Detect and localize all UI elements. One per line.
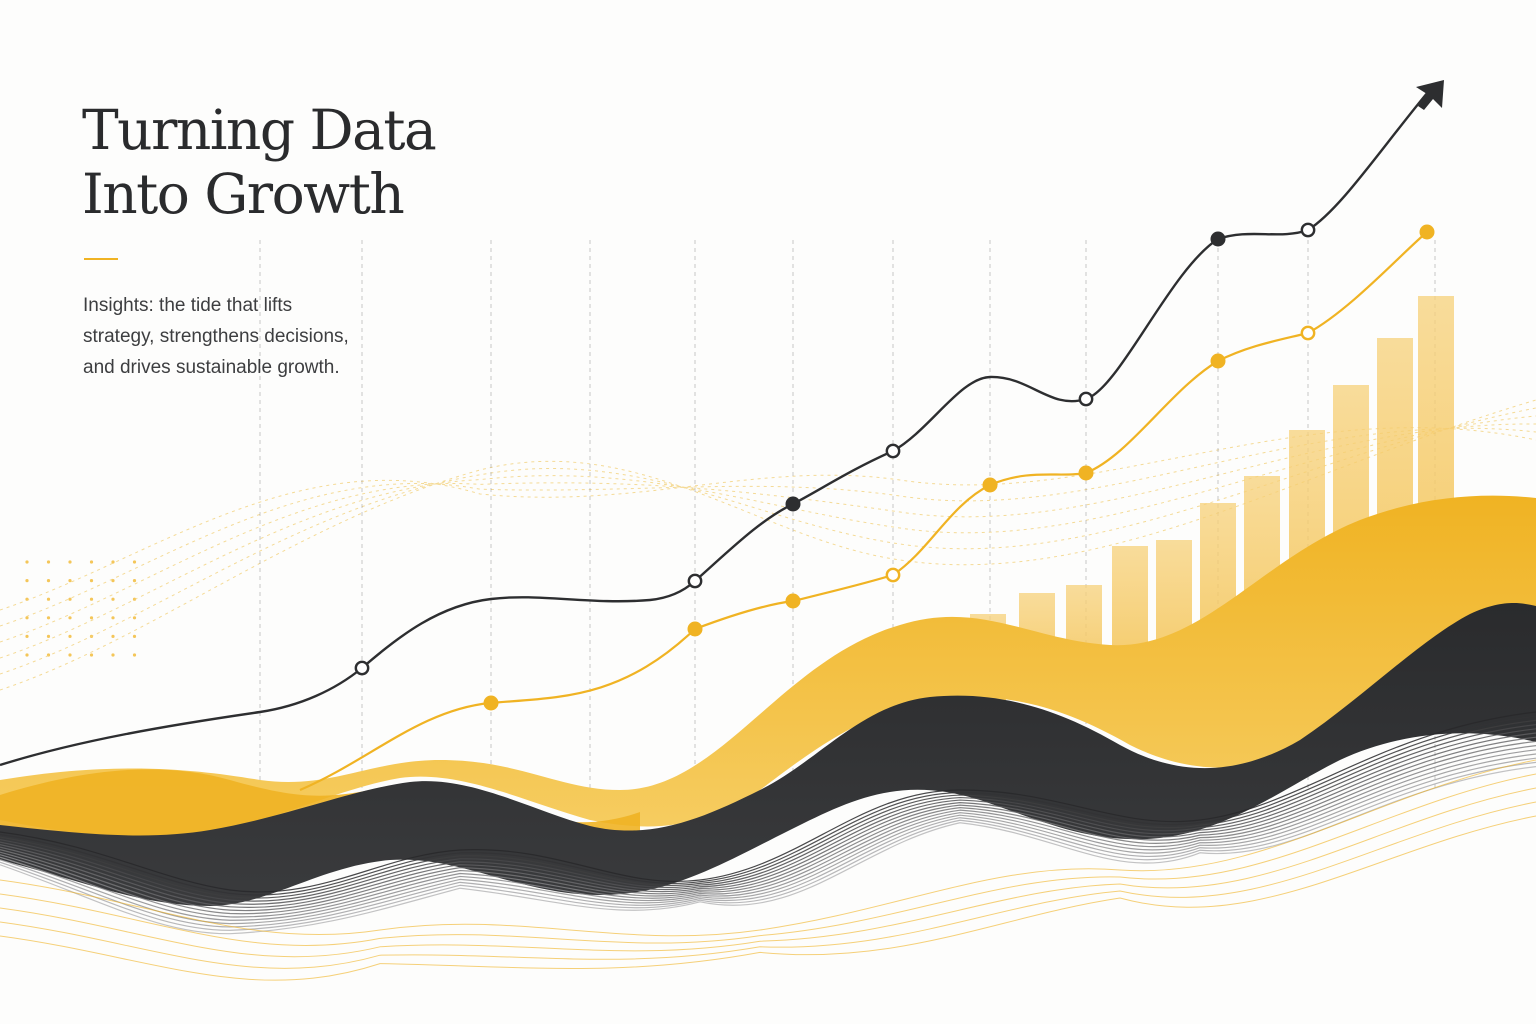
dot [89,597,94,601]
ribbon-line [0,728,1536,905]
thin-line [0,773,1536,947]
dot [46,616,51,620]
marker-open [687,573,703,589]
dot [132,579,137,583]
ribbon-line [0,761,1536,931]
dot [132,560,137,564]
thin-line [0,815,1536,981]
contour-line [0,423,1536,643]
ribbon-line [0,719,1536,899]
ribbon-line [0,732,1536,908]
ribbon-line [0,724,1536,902]
dot [111,616,115,620]
dot [132,653,137,657]
contour-line [0,427,1536,627]
dot [89,560,94,564]
dot [111,579,115,583]
marker-open [885,443,901,459]
subtitle-line-1: Insights: the tide that lifts [83,295,293,316]
contour-line [0,407,1536,675]
accent-divider [84,258,118,260]
marker-filled [785,496,801,512]
page-title: Turning Data Into Growth [82,98,437,226]
marker-filled [1419,224,1435,240]
dot [111,597,115,601]
dot [25,616,29,620]
contour-line [0,427,1536,611]
dot [25,579,29,583]
dot [111,653,115,657]
dot [68,597,72,601]
marker-filled [1078,465,1094,481]
marker-filled [785,593,801,609]
thin-line [0,787,1536,958]
ribbon-line [0,740,1536,915]
marker-open [1078,391,1094,407]
subtitle-line-3: and drives sustainable growth. [83,357,340,378]
thin-line [0,801,1536,969]
dot [46,597,51,601]
ribbon-line [0,749,1536,921]
dot [68,579,72,583]
dot [89,653,94,657]
dot [46,634,51,639]
dot [68,616,72,620]
marker-filled [483,695,499,711]
ribbon-line [0,766,1536,935]
subtitle-text: Insights: the tide that lifts strategy, … [83,290,349,383]
gray-ribbon-lines [0,711,1536,935]
dot [111,560,115,564]
dot [25,560,29,564]
marker-filled [1210,353,1226,369]
faint-contour-lines [0,399,1536,691]
marker-filled [687,621,703,637]
dot [132,634,137,639]
ribbon-line [0,715,1536,896]
title-line-2: Into Growth [82,162,405,226]
marker-open [885,567,901,583]
marker-open [1300,222,1316,238]
dot-grid-decoration [25,560,137,657]
dot [68,634,72,639]
dot [68,560,72,564]
marker-open [354,660,370,676]
title-line-1: Turning Data [82,98,437,162]
marker-open [1300,325,1316,341]
arrow-icon [1416,80,1444,110]
ribbon-line [0,736,1536,912]
dot [46,560,51,564]
marker-filled [1210,231,1226,247]
ribbon-line [0,753,1536,925]
marker-filled [982,477,998,493]
dot [111,634,115,639]
yellow-trend-line [299,231,1428,792]
yellow-wave-band [0,495,1536,837]
dot [25,634,29,639]
dot [46,579,51,583]
dot [89,579,94,583]
subtitle-line-2: strategy, strengthens decisions, [83,326,349,347]
ribbon-line [0,745,1536,918]
data-point-markers [354,222,1435,711]
dot [68,653,72,657]
thin-yellow-wave-lines [0,759,1536,981]
dot [25,653,29,657]
ribbon-line [0,711,1536,893]
thin-line [0,759,1536,937]
dot [132,616,137,620]
dot [89,616,94,620]
